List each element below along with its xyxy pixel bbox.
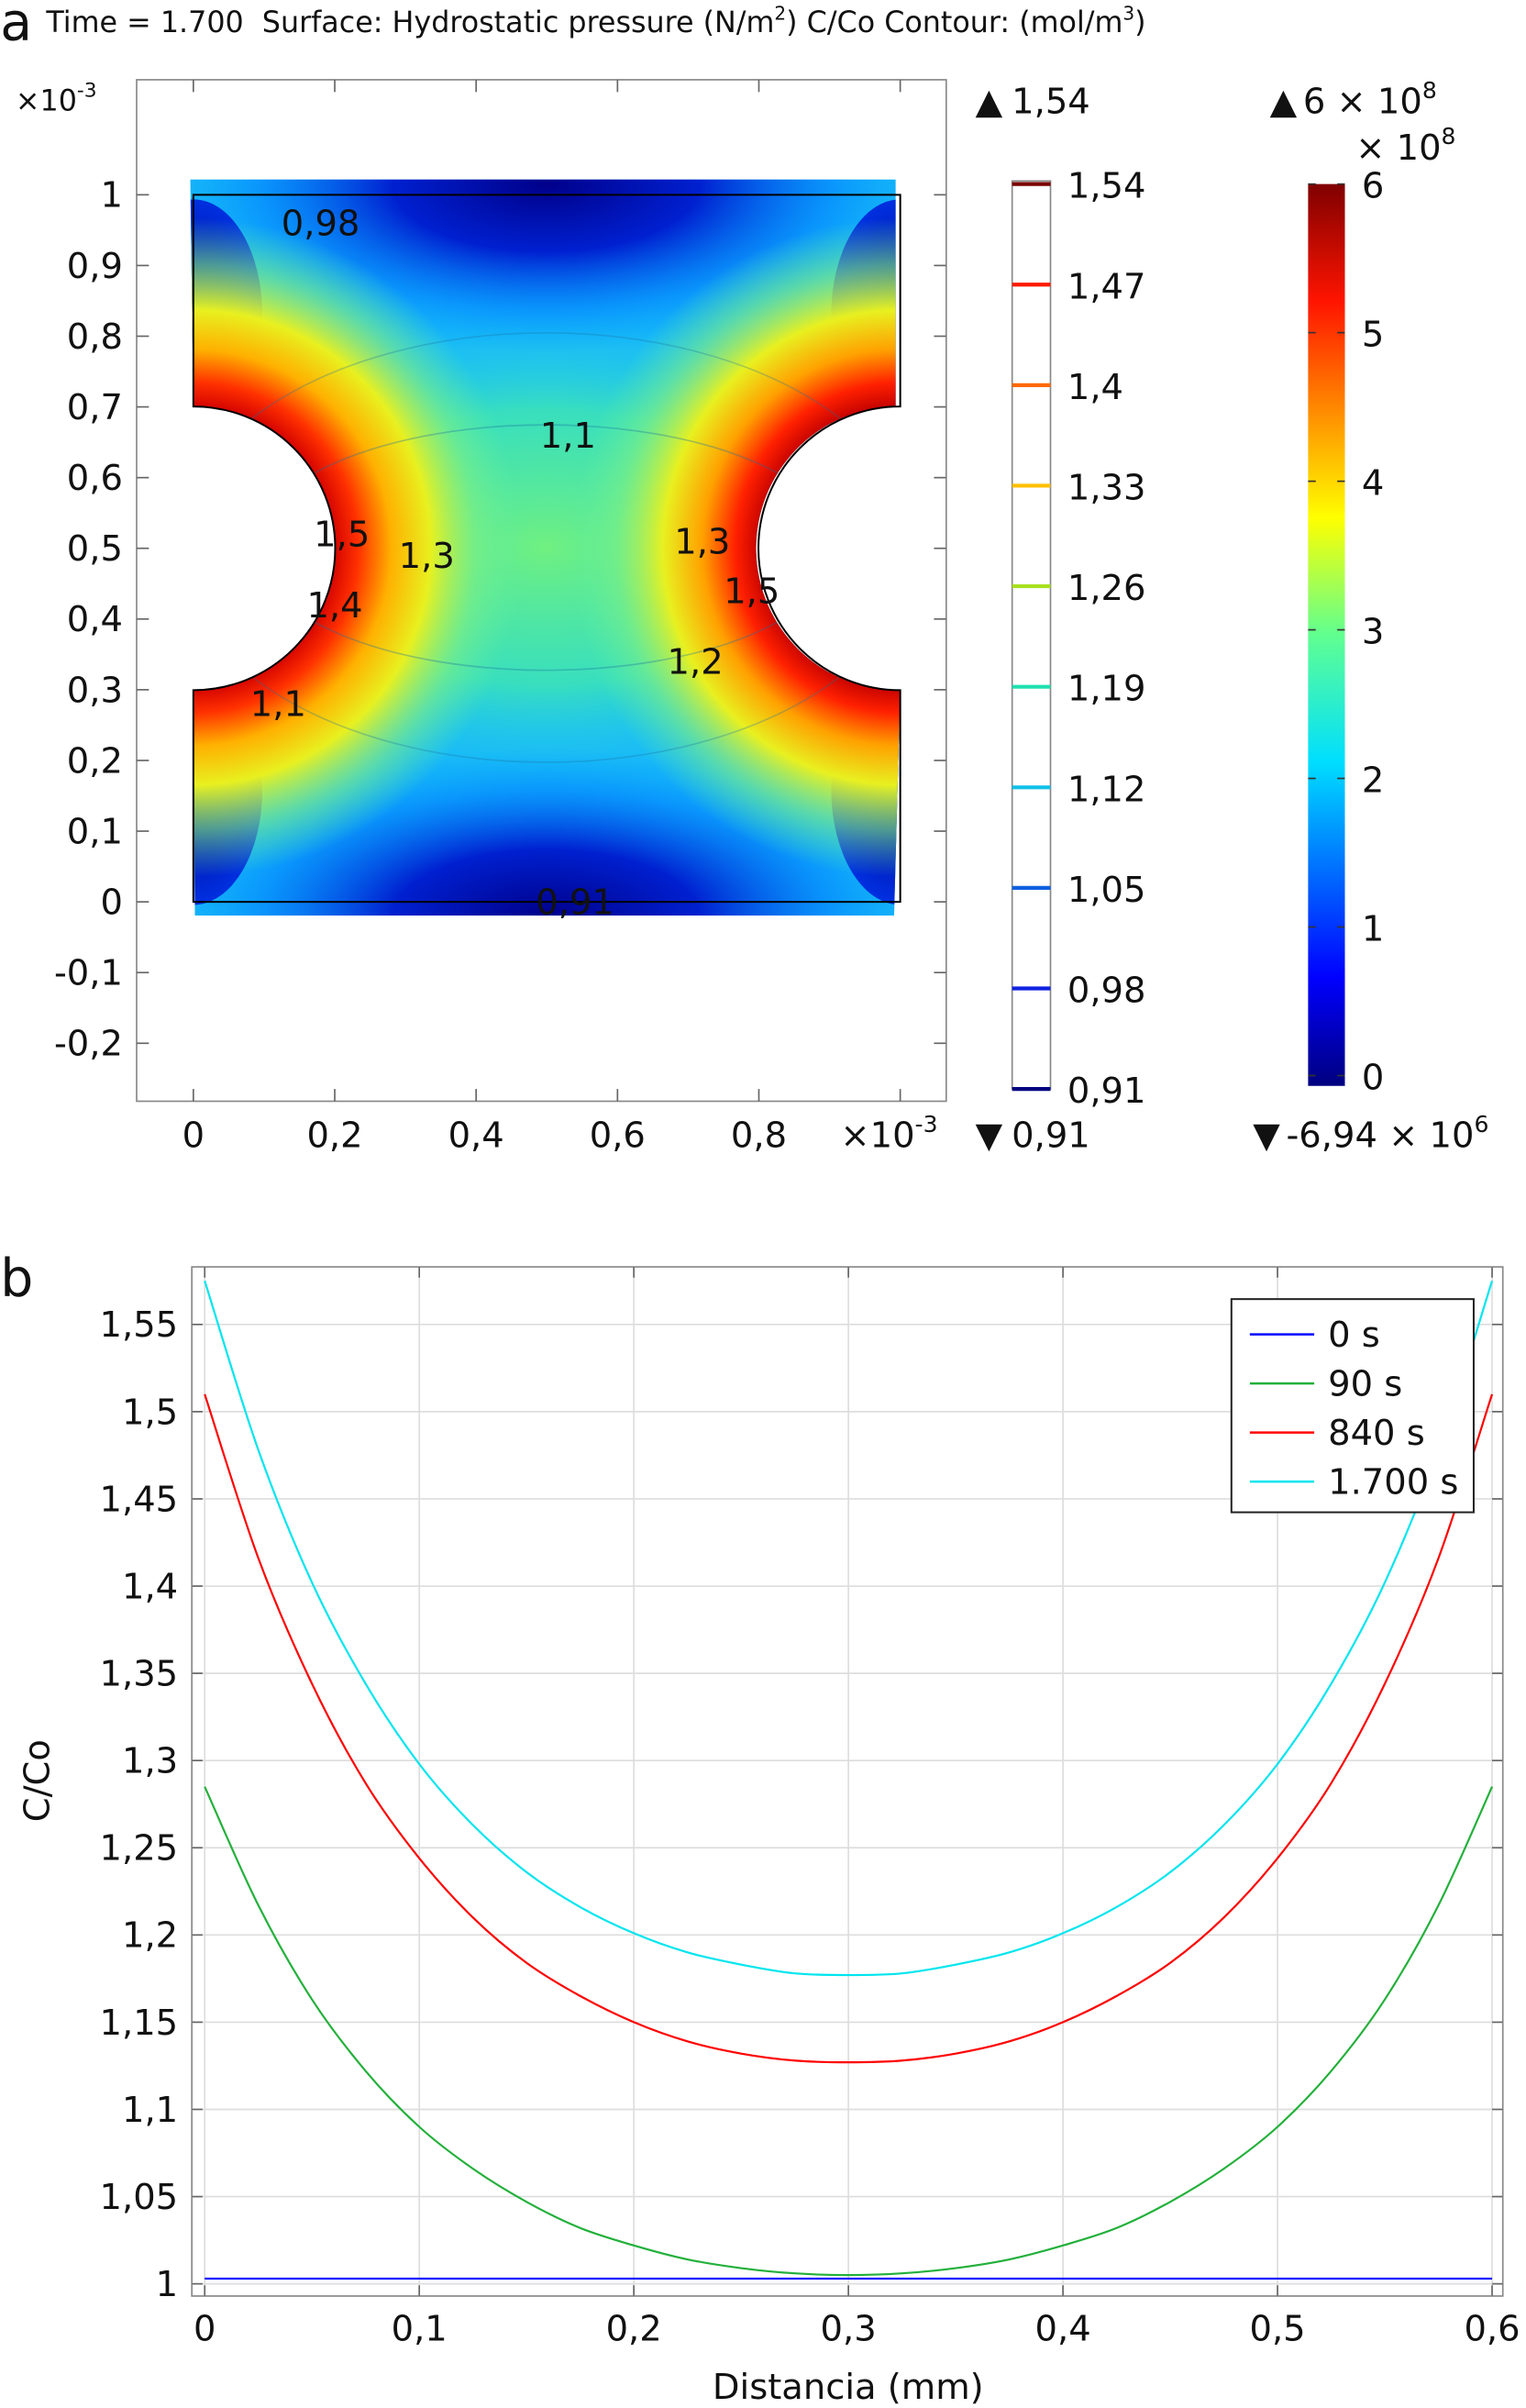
contour-label: 1,5 <box>724 571 780 612</box>
colorbar <box>1308 183 1345 1086</box>
contour-label: 1,2 <box>668 641 724 682</box>
colorbar-min: ▼ -6,94 × 106 <box>1253 1111 1488 1157</box>
contour-label: 0,91 <box>536 882 614 923</box>
contour-labels: 0,981,11,51,31,41,11,31,51,20,91 <box>250 204 780 924</box>
y-tick-label: 1,05 <box>100 2177 179 2218</box>
colorbar-tick-label: 5 <box>1362 315 1384 356</box>
panel-b-ticks: 0 0,1 0,2 0,3 0,4 0,5 0,6 1 1,05 1,1 1,15 1,2 1,25 1,… <box>100 1267 1520 2349</box>
y-tick-label: 1,55 <box>100 1304 179 1346</box>
x-tick-label: 0,2 <box>306 1115 362 1157</box>
contour-legend-levels: 1,54 1,47 1,4 1,33 1,26 1,19 1,12 1,05 0,98 0,91 <box>1012 166 1146 1112</box>
y-axis-label: C/Co <box>17 1739 59 1822</box>
panel-label-b: b <box>0 1248 33 1309</box>
triangle-up-icon: ▲ <box>976 82 1003 123</box>
series-line-1700s <box>204 1280 1494 1977</box>
contour-level-label: 1,26 <box>1067 568 1146 609</box>
legend-label: 840 s <box>1328 1413 1425 1454</box>
contour-label: 1,3 <box>399 536 455 577</box>
x-tick-label: 0 <box>182 1115 205 1157</box>
y-tick-label: 0,4 <box>67 599 123 640</box>
colorbar-max: ▲ 6 × 108 <box>1270 77 1437 123</box>
contour-label: 1,3 <box>674 521 730 562</box>
contour-level-label: 0,91 <box>1067 1071 1146 1112</box>
y-tick-label: 0,5 <box>67 528 123 570</box>
x-tick-label: 0,6 <box>590 1115 646 1157</box>
triangle-down-icon: ▼ <box>1253 1115 1280 1157</box>
panel-label-a: a <box>0 0 32 52</box>
contour-level-label: 1,05 <box>1067 870 1146 911</box>
x-tick-label: 0 <box>194 2308 216 2349</box>
y-tick-label: 1,45 <box>100 1479 179 1520</box>
y-tick-label: 0,7 <box>67 387 123 428</box>
y-tick-label: 1,2 <box>122 1915 178 1957</box>
x-tick-label: 0,3 <box>821 2308 877 2349</box>
y-tick-label: 1,25 <box>100 1828 179 1870</box>
triangle-up-icon: ▲ <box>1270 82 1298 123</box>
contour-label: 0,98 <box>282 204 360 245</box>
x-tick-label: 0,4 <box>1035 2308 1091 2349</box>
contour-level-label: 1,4 <box>1067 367 1123 408</box>
contour-label: 1,5 <box>314 515 370 556</box>
y-tick-label: 0 <box>100 882 122 923</box>
y-tick-label: -0,1 <box>54 953 123 994</box>
contour-legend-min: ▼ 0,91 <box>976 1115 1090 1157</box>
x-tick-label: 0,4 <box>448 1115 504 1157</box>
panel-a-x-multiplier: ×10-3 <box>840 1111 937 1157</box>
colorbar-tick-label: 4 <box>1362 463 1384 505</box>
x-tick-label: 0,8 <box>731 1115 787 1157</box>
colorbar-tick-label: 0 <box>1362 1058 1384 1099</box>
x-tick-label: 0,2 <box>606 2308 662 2349</box>
colorbar-multiplier: × 108 <box>1355 123 1455 169</box>
geometry-outline <box>192 194 901 904</box>
y-tick-label: 1 <box>156 2264 178 2305</box>
series-line-840s <box>204 1393 1494 2064</box>
x-axis-label: Distancia (mm) <box>713 2367 984 2408</box>
colorbar-ticks: 6 5 4 3 2 1 0 <box>1308 166 1384 1099</box>
y-tick-label: 1,3 <box>122 1741 178 1782</box>
y-tick-label: 0,6 <box>67 458 123 499</box>
y-tick-label: 1,1 <box>122 2090 178 2131</box>
y-tick-label: 1,4 <box>122 1566 178 1607</box>
contour-level-label: 0,98 <box>1067 971 1146 1012</box>
x-tick-label: 0,5 <box>1249 2308 1305 2349</box>
x-tick-label: 0,6 <box>1464 2308 1520 2349</box>
panel-b-series <box>204 1280 1494 2280</box>
y-tick-label: 0,9 <box>67 246 123 287</box>
contour-legend-bar <box>1011 180 1052 1090</box>
colorbar-tick-label: 3 <box>1362 612 1384 653</box>
triangle-down-icon: ▼ <box>976 1115 1003 1157</box>
contour-level-label: 1,19 <box>1067 669 1146 710</box>
contour-level-label: 1,47 <box>1067 266 1146 307</box>
panel-a-title: Time = 1.700 Surface: Hydrostatic pressur… <box>45 3 1145 39</box>
contour-level-label: 1,12 <box>1067 769 1146 810</box>
y-tick-label: 0,8 <box>67 316 123 358</box>
legend-label: 0 s <box>1328 1315 1380 1356</box>
y-tick-label: 0,2 <box>67 740 123 782</box>
panel-a-axes: 0 0,2 0,4 0,6 0,8 1 0,9 0,8 0,7 0,6 0,5 0,4 0,3 0,2 0,… <box>54 79 946 1157</box>
y-tick-label: 0,3 <box>67 670 123 711</box>
contour-label: 1,1 <box>540 416 596 457</box>
contour-legend-max: ▲ 1,54 <box>976 82 1090 123</box>
legend-label: 90 s <box>1328 1363 1402 1404</box>
panel-a-y-multiplier: ×10-3 <box>16 79 97 117</box>
contour-level-label: 1,33 <box>1067 468 1146 509</box>
contour-label: 1,1 <box>250 684 306 726</box>
colorbar-tick-label: 6 <box>1362 166 1384 207</box>
colorbar-tick-label: 1 <box>1362 909 1384 950</box>
x-tick-label: 0,1 <box>392 2308 448 2349</box>
series-line-90s <box>204 1786 1494 2277</box>
y-tick-label: -0,2 <box>54 1024 123 1065</box>
y-tick-label: 1 <box>100 175 122 216</box>
colorbar-tick-label: 2 <box>1362 760 1384 802</box>
contour-label: 1,4 <box>306 585 362 627</box>
y-tick-label: 1,15 <box>100 2003 179 2044</box>
legend: 0 s 90 s 840 s 1.700 s <box>1230 1298 1475 1514</box>
contour-level-label: 1,54 <box>1067 166 1146 207</box>
y-tick-label: 0,1 <box>67 811 123 852</box>
y-tick-label: 1,5 <box>122 1392 178 1433</box>
legend-label: 1.700 s <box>1328 1462 1458 1504</box>
y-tick-label: 1,35 <box>100 1653 179 1694</box>
